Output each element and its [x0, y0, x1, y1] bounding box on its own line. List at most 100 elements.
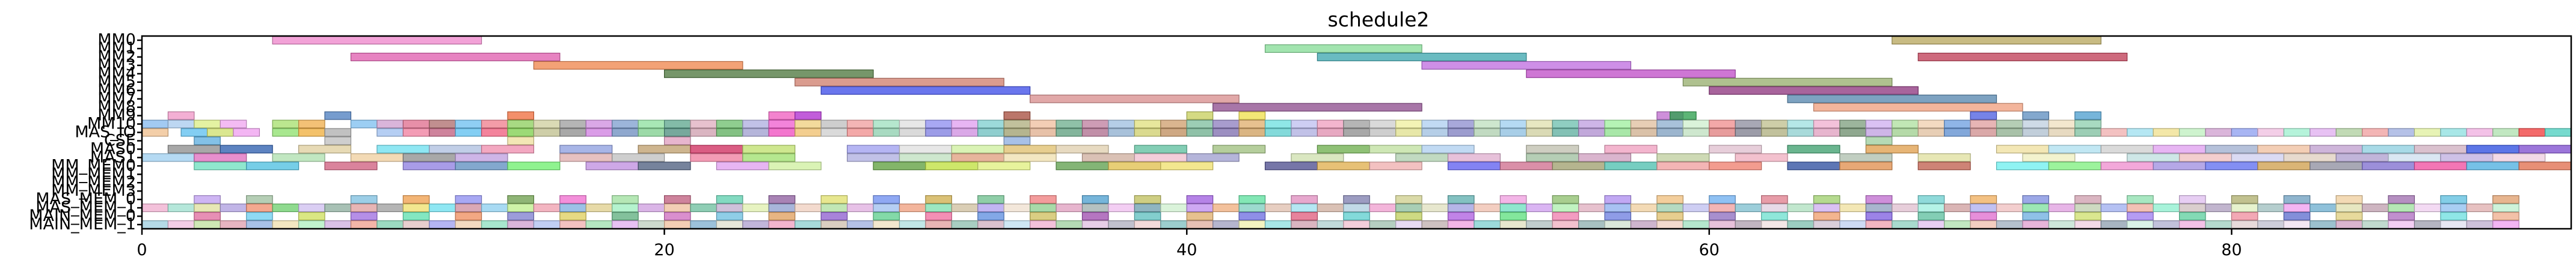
task-bar — [2022, 128, 2049, 137]
task-bar — [585, 162, 639, 171]
task-bar — [324, 162, 378, 171]
task-bar — [1395, 220, 1422, 229]
task-bar — [2127, 220, 2154, 229]
task-bar — [1317, 220, 1344, 229]
task-bar — [2022, 119, 2049, 128]
task-bar — [1709, 86, 1919, 95]
task-bar — [1003, 128, 1031, 137]
task-bar — [1447, 119, 1475, 128]
task-bar — [977, 220, 1004, 229]
task-bar — [1343, 128, 1370, 137]
task-bar — [1213, 220, 1240, 229]
task-bar — [2153, 145, 2206, 154]
task-bar — [1604, 212, 1632, 221]
task-bar — [768, 195, 796, 204]
task-bar — [220, 204, 247, 213]
task-bar — [2231, 128, 2258, 137]
task-bar — [272, 35, 482, 44]
y-label-cse: CSE — [104, 131, 136, 150]
task-bar — [246, 220, 273, 229]
task-bar — [612, 212, 639, 221]
task-bar — [1081, 119, 1109, 128]
task-bar — [1839, 119, 1866, 128]
task-bar — [1186, 204, 1214, 213]
task-bar — [2257, 220, 2284, 229]
task-bar — [585, 220, 613, 229]
task-bar — [1813, 195, 1840, 204]
task-bar — [2310, 128, 2337, 137]
task-bar — [2048, 204, 2076, 213]
task-bar — [1421, 128, 1449, 137]
task-bar — [2127, 204, 2154, 213]
task-bar — [272, 204, 300, 213]
task-bar — [2022, 204, 2049, 213]
task-bar — [2231, 204, 2258, 213]
task-bar — [1735, 220, 1762, 229]
task-bar — [638, 162, 691, 171]
task-bar — [2022, 111, 2049, 120]
task-bar — [1474, 204, 1501, 213]
task-bar — [951, 128, 979, 137]
task-bar — [1395, 119, 1422, 128]
task-bar — [1787, 119, 1815, 128]
task-bar — [1421, 61, 1632, 70]
task-bar — [1238, 204, 1266, 213]
task-bar — [402, 119, 430, 128]
task-bar — [1917, 195, 1945, 204]
task-bar — [1317, 162, 1370, 171]
task-bar — [350, 220, 378, 229]
task-bar — [1839, 153, 1893, 162]
task-bar — [2100, 145, 2154, 154]
task-bar — [377, 220, 404, 229]
task-bar — [1160, 204, 1187, 213]
task-bar — [2178, 128, 2206, 137]
task-bar — [716, 220, 743, 229]
task-bar — [167, 220, 195, 229]
task-bar — [2414, 220, 2441, 229]
task-bar — [1447, 195, 1475, 204]
task-bar — [1944, 220, 1971, 229]
task-bar — [2518, 145, 2572, 154]
task-bar — [742, 119, 769, 128]
task-bar — [1421, 119, 1449, 128]
task-bar — [2414, 204, 2441, 213]
task-bar — [1735, 153, 1788, 162]
task-bar — [585, 119, 613, 128]
task-bar — [533, 119, 561, 128]
task-bar — [2440, 220, 2467, 229]
task-bar — [1160, 128, 1187, 137]
task-bar — [1395, 212, 1422, 221]
task-bar — [2440, 195, 2467, 204]
task-bar — [272, 220, 300, 229]
task-bar — [1134, 119, 1161, 128]
task-bar — [1369, 128, 1397, 137]
task-bar — [716, 204, 743, 213]
task-bar — [1839, 162, 1893, 171]
task-bar — [925, 212, 952, 221]
task-bar — [1108, 204, 1135, 213]
task-bar — [2048, 119, 2076, 128]
task-bar — [1499, 204, 1527, 213]
task-bar — [1970, 220, 1997, 229]
task-bar — [298, 145, 352, 154]
task-bar — [1892, 128, 1919, 137]
task-bar — [1813, 103, 2023, 112]
task-bar — [2283, 212, 2311, 221]
task-bar — [1682, 119, 1710, 128]
task-bar — [1996, 145, 2049, 154]
task-bar — [1917, 220, 1945, 229]
task-bar — [1003, 153, 1057, 162]
task-bar — [795, 128, 822, 137]
y-label-main-mem-1: MAIN_MEM_1 — [29, 215, 136, 234]
task-bar — [1604, 119, 1632, 128]
task-bar — [1056, 119, 1083, 128]
task-bar — [180, 128, 208, 137]
y-label-mm6: MM6 — [97, 81, 136, 100]
task-bar — [1134, 204, 1161, 213]
task-bar — [2127, 212, 2154, 221]
y-label-mm8: MM8 — [97, 98, 136, 116]
task-bar — [2257, 162, 2311, 171]
task-bar — [559, 220, 586, 229]
task-bar — [2074, 128, 2101, 137]
task-bar — [2127, 153, 2180, 162]
